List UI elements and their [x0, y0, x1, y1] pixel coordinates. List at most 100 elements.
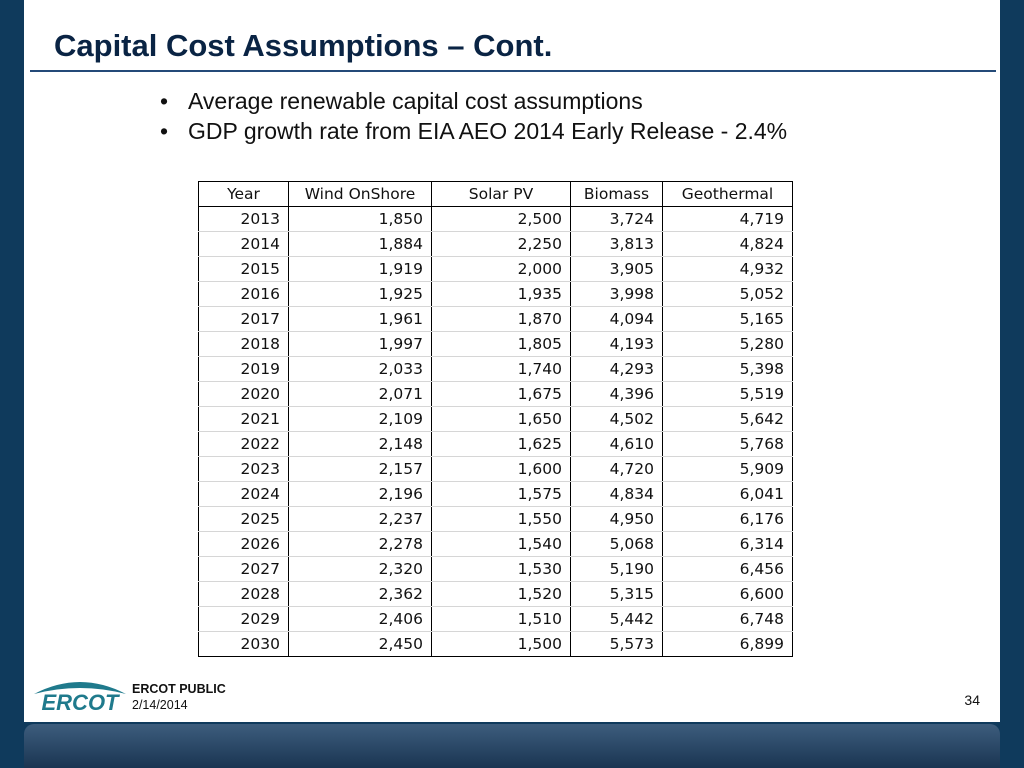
cost-cell: 1,550 [431, 506, 571, 532]
table-row: 2019 2,033 1,740 4,293 5,398 [198, 356, 793, 382]
ercot-logo-icon: ERCOT [34, 682, 126, 715]
cost-cell: 5,052 [662, 281, 793, 307]
cost-cell: 4,720 [570, 456, 663, 482]
cost-cell: 2,033 [288, 356, 432, 382]
footer-info: ERCOT PUBLIC 2/14/2014 [132, 681, 226, 713]
cost-cell: 5,315 [570, 581, 663, 607]
cost-cell: 2,250 [431, 231, 571, 257]
footer-date: 2/14/2014 [132, 698, 188, 712]
table-row: 2022 2,148 1,625 4,610 5,768 [198, 431, 793, 457]
table-body: 2013 1,850 2,500 3,724 4,719 2014 1,884 2,250 3,… [198, 206, 793, 657]
table-row: 2027 2,320 1,530 5,190 6,456 [198, 556, 793, 582]
table-header-row: Year Wind OnShore Solar PV Biomass Geoth… [198, 181, 793, 207]
table-row: 2023 2,157 1,600 4,720 5,909 [198, 456, 793, 482]
column-header: Solar PV [431, 181, 571, 207]
cost-cell: 6,456 [662, 556, 793, 582]
year-cell: 2029 [198, 606, 289, 632]
cost-cell: 4,193 [570, 331, 663, 357]
cost-cell: 2,362 [288, 581, 432, 607]
cost-cell: 1,850 [288, 206, 432, 232]
table-row: 2025 2,237 1,550 4,950 6,176 [198, 506, 793, 532]
year-cell: 2015 [198, 256, 289, 282]
cost-cell: 2,450 [288, 631, 432, 657]
column-header: Biomass [570, 181, 663, 207]
cost-cell: 3,724 [570, 206, 663, 232]
cost-cell: 1,530 [431, 556, 571, 582]
year-cell: 2013 [198, 206, 289, 232]
year-cell: 2014 [198, 231, 289, 257]
column-header: Wind OnShore [288, 181, 432, 207]
year-cell: 2028 [198, 581, 289, 607]
table-row: 2030 2,450 1,500 5,573 6,899 [198, 631, 793, 657]
bullet-text: GDP growth rate from EIA AEO 2014 Early … [188, 118, 788, 144]
cost-cell: 2,237 [288, 506, 432, 532]
year-cell: 2030 [198, 631, 289, 657]
cost-cell: 1,740 [431, 356, 571, 382]
table-row: 2029 2,406 1,510 5,442 6,748 [198, 606, 793, 632]
cost-cell: 1,919 [288, 256, 432, 282]
table-row: 2026 2,278 1,540 5,068 6,314 [198, 531, 793, 557]
cost-cell: 2,109 [288, 406, 432, 432]
cost-cell: 6,600 [662, 581, 793, 607]
cost-cell: 1,997 [288, 331, 432, 357]
year-cell: 2018 [198, 331, 289, 357]
cost-cell: 1,935 [431, 281, 571, 307]
cost-cell: 5,573 [570, 631, 663, 657]
cost-cell: 4,834 [570, 481, 663, 507]
cost-cell: 3,813 [570, 231, 663, 257]
year-cell: 2016 [198, 281, 289, 307]
cost-cell: 6,176 [662, 506, 793, 532]
cost-cell: 3,905 [570, 256, 663, 282]
bullet-item: • GDP growth rate from EIA AEO 2014 Earl… [154, 116, 787, 146]
year-cell: 2020 [198, 381, 289, 407]
cost-cell: 1,500 [431, 631, 571, 657]
bullet-text: Average renewable capital cost assumptio… [188, 88, 643, 114]
year-cell: 2027 [198, 556, 289, 582]
column-header: Geothermal [662, 181, 793, 207]
bullet-glyph: • [159, 118, 169, 144]
slide: Capital Cost Assumptions – Cont. • Avera… [24, 0, 1000, 722]
cost-cell: 1,600 [431, 456, 571, 482]
cost-cell: 6,899 [662, 631, 793, 657]
cost-cell: 5,642 [662, 406, 793, 432]
cost-cell: 3,998 [570, 281, 663, 307]
cost-cell: 5,442 [570, 606, 663, 632]
cost-cell: 1,961 [288, 306, 432, 332]
cost-cell: 1,925 [288, 281, 432, 307]
ercot-logo: ERCOT [30, 674, 130, 718]
page-number: 34 [964, 692, 980, 708]
cost-cell: 5,398 [662, 356, 793, 382]
cost-cell: 1,884 [288, 231, 432, 257]
cost-cell: 1,520 [431, 581, 571, 607]
year-cell: 2025 [198, 506, 289, 532]
bullet-item: • Average renewable capital cost assumpt… [154, 86, 787, 116]
year-cell: 2026 [198, 531, 289, 557]
cost-cell: 1,540 [431, 531, 571, 557]
cost-cell: 5,519 [662, 381, 793, 407]
cost-cell: 5,768 [662, 431, 793, 457]
cost-cell: 2,320 [288, 556, 432, 582]
cost-cell: 4,950 [570, 506, 663, 532]
year-cell: 2021 [198, 406, 289, 432]
cost-cell: 1,650 [431, 406, 571, 432]
cost-cell: 5,068 [570, 531, 663, 557]
table-row: 2016 1,925 1,935 3,998 5,052 [198, 281, 793, 307]
cost-cell: 4,502 [570, 406, 663, 432]
cost-cell: 4,396 [570, 381, 663, 407]
cost-cell: 5,280 [662, 331, 793, 357]
cost-cell: 2,157 [288, 456, 432, 482]
cost-cell: 2,148 [288, 431, 432, 457]
cost-cell: 6,748 [662, 606, 793, 632]
cost-cell: 2,000 [431, 256, 571, 282]
table-row: 2028 2,362 1,520 5,315 6,600 [198, 581, 793, 607]
cost-cell: 1,675 [431, 381, 571, 407]
cost-cell: 1,625 [431, 431, 571, 457]
table-row: 2017 1,961 1,870 4,094 5,165 [198, 306, 793, 332]
year-cell: 2017 [198, 306, 289, 332]
year-cell: 2019 [198, 356, 289, 382]
cost-cell: 1,870 [431, 306, 571, 332]
table-row: 2014 1,884 2,250 3,813 4,824 [198, 231, 793, 257]
table-row: 2021 2,109 1,650 4,502 5,642 [198, 406, 793, 432]
bullet-list: • Average renewable capital cost assumpt… [154, 86, 787, 146]
cost-cell: 6,314 [662, 531, 793, 557]
